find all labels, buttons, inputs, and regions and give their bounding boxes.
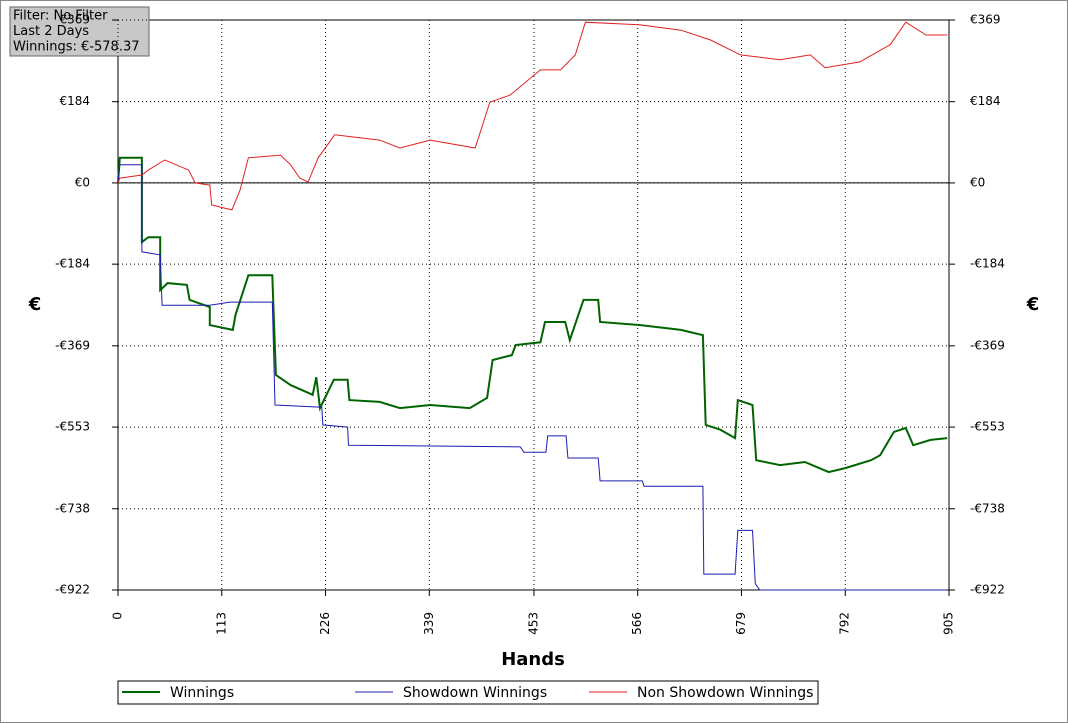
y2-tick-label: €0 [970,175,985,189]
info-line: Filter: No Filter [13,9,108,24]
y2-tick-label: -€369 [970,338,1005,352]
x-tick-label: 113 [214,612,228,635]
info-box [9,6,150,57]
y-tick-label: -€738 [55,501,90,515]
legend-label: Non Showdown Winnings [637,685,813,701]
y2-axis-title: € [1026,294,1040,315]
legend [117,680,819,705]
info-line: Winnings: €-578.37 [13,40,140,55]
x-tick-label: 566 [630,612,644,635]
y-tick-label: -€369 [55,338,90,352]
x-tick-label: 792 [838,612,852,635]
y2-tick-label: €369 [970,13,1001,27]
x-tick-label: 339 [422,612,436,635]
x-tick-label: 0 [111,612,125,620]
y-tick-label: €184 [59,94,90,108]
info-background [9,6,150,57]
info-line: Last 2 Days [13,24,89,39]
y2-tick-label: -€922 [970,583,1005,597]
y-axis-title: € [28,294,42,315]
y2-tick-label: -€553 [970,420,1005,434]
y-tick-label: €369 [59,13,90,27]
series-line [117,21,948,211]
y2-tick-label: -€738 [970,501,1005,515]
y-tick-label: -€184 [55,257,90,271]
y2-tick-label: -€184 [970,257,1005,271]
x-axis-title: Hands [501,649,565,670]
y-tick-label: -€922 [55,583,90,597]
series-line [117,156,948,474]
x-tick-label: 679 [734,612,748,635]
y2-tick-label: €184 [970,94,1001,108]
x-tick-label: 905 [942,612,956,635]
x-tick-label: 226 [318,612,332,635]
y-tick-label: -€553 [55,420,90,434]
legend-label: Showdown Winnings [403,685,547,701]
legend-label: Winnings [170,685,234,701]
x-tick-label: 453 [526,612,540,635]
series-line [117,164,948,591]
y-tick-label: €0 [75,175,90,189]
